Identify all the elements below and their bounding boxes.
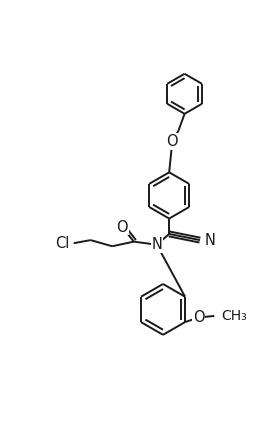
Text: N: N (152, 237, 162, 252)
Text: O: O (166, 134, 177, 149)
Text: CH₃: CH₃ (221, 309, 247, 323)
Text: O: O (193, 310, 205, 325)
Text: O: O (116, 220, 128, 234)
Text: N: N (205, 233, 215, 248)
Text: Cl: Cl (55, 236, 70, 251)
